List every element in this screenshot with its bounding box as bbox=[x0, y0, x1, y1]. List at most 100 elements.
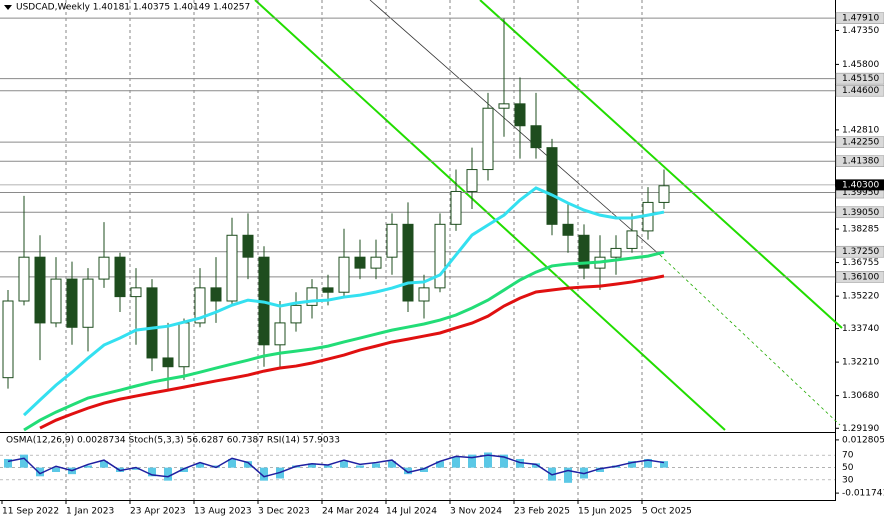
x-tick-label: 3 Dec 2023 bbox=[258, 507, 310, 517]
indicator-tick-label: 0.012805 bbox=[842, 435, 884, 445]
candle-body bbox=[434, 223, 446, 289]
level-label: 1.45150 bbox=[842, 74, 879, 84]
candle-body bbox=[242, 234, 254, 258]
osma-bar bbox=[340, 461, 348, 468]
level-label: 1.37250 bbox=[842, 247, 879, 257]
candle-body bbox=[146, 287, 158, 359]
level-label-box bbox=[835, 72, 884, 85]
x-tick-label: 23 Apr 2023 bbox=[130, 507, 186, 517]
osma-bar bbox=[388, 461, 396, 468]
x-tick-label: 15 Jun 2025 bbox=[578, 507, 632, 517]
candle-body bbox=[418, 287, 430, 302]
candle-body bbox=[578, 234, 590, 269]
y-tick-label: 1.32210 bbox=[842, 358, 879, 368]
candle-body bbox=[194, 287, 206, 324]
level-label: 1.39050 bbox=[842, 208, 879, 218]
candle-body bbox=[98, 256, 110, 280]
indicator-tick-label: -0.011741 bbox=[842, 489, 884, 499]
candle-body bbox=[114, 256, 126, 298]
moving-average bbox=[23, 250, 665, 432]
osma-bar bbox=[484, 452, 492, 468]
price-label: 1.40300 bbox=[842, 180, 879, 190]
osma-bar bbox=[308, 463, 316, 468]
osma-bar bbox=[196, 463, 204, 468]
osma-bar bbox=[260, 467, 268, 481]
x-tick-label: 3 Nov 2024 bbox=[450, 507, 502, 517]
level-label-box bbox=[835, 155, 884, 167]
x-tick-label: 14 Jul 2024 bbox=[386, 507, 437, 517]
candle-body bbox=[482, 107, 494, 171]
candle-body bbox=[514, 103, 526, 127]
level-label-box bbox=[835, 271, 884, 283]
osma-bar bbox=[660, 461, 668, 468]
level-label-box bbox=[835, 245, 884, 258]
x-tick-label: 1 Jan 2023 bbox=[66, 507, 114, 517]
osma-bar bbox=[644, 458, 652, 468]
candle-body bbox=[178, 322, 190, 368]
chart-title: USDCAD,Weekly 1.40181 1.40375 1.40149 1.… bbox=[16, 3, 250, 13]
trend-channel bbox=[254, 0, 726, 431]
osma-bar bbox=[596, 467, 604, 472]
y-tick-label: 1.36755 bbox=[842, 258, 879, 268]
menu-icon[interactable] bbox=[4, 5, 12, 10]
osma-bar bbox=[404, 467, 412, 475]
level-label-box bbox=[835, 84, 884, 97]
candle-body bbox=[210, 287, 222, 302]
candle-body bbox=[274, 322, 286, 346]
trend-line bbox=[659, 254, 841, 426]
osma-bar bbox=[244, 461, 252, 468]
level-label: 1.47910 bbox=[842, 14, 879, 24]
indicator-level-label: 70 bbox=[842, 451, 854, 461]
candle-body bbox=[498, 103, 510, 109]
candle-body bbox=[50, 278, 62, 324]
y-tick-label: 1.30680 bbox=[842, 391, 879, 401]
osma-bar bbox=[500, 454, 508, 468]
y-tick-label: 1.29190 bbox=[842, 424, 879, 434]
candle-body bbox=[386, 223, 398, 258]
osma-bar bbox=[52, 467, 60, 472]
osma-bar bbox=[356, 465, 364, 468]
level-label: 1.39950 bbox=[842, 188, 879, 198]
level-label-box bbox=[835, 206, 884, 219]
osma-bar bbox=[228, 458, 236, 468]
y-tick-label: 1.42810 bbox=[842, 125, 879, 135]
indicator-level-label: 50 bbox=[842, 463, 854, 473]
osma-bar bbox=[564, 467, 572, 483]
osma-bar bbox=[164, 467, 172, 481]
trend-channel bbox=[479, 0, 843, 329]
x-tick-label: 24 Mar 2024 bbox=[322, 507, 379, 517]
y-tick-label: 1.33740 bbox=[842, 324, 879, 334]
x-tick-label: 11 Sep 2022 bbox=[2, 507, 59, 517]
level-label-box bbox=[835, 12, 884, 24]
y-tick-label: 1.35220 bbox=[842, 292, 879, 302]
osma-bar bbox=[84, 465, 92, 468]
candle-body bbox=[130, 287, 142, 298]
candle-body bbox=[354, 256, 366, 269]
candle-body bbox=[2, 300, 14, 379]
osma-bar bbox=[420, 467, 428, 472]
osma-bar bbox=[468, 454, 476, 468]
candle-body bbox=[306, 287, 318, 306]
y-tick-label: 1.45800 bbox=[842, 60, 879, 70]
osma-bar bbox=[132, 467, 140, 470]
level-label: 1.44600 bbox=[842, 86, 879, 96]
osma-bar bbox=[516, 458, 524, 468]
osma-bar bbox=[372, 463, 380, 468]
y-tick-label: 1.38285 bbox=[842, 225, 879, 235]
osma-bar bbox=[628, 461, 636, 468]
osma-bar bbox=[100, 461, 108, 468]
indicator-level-label: 30 bbox=[842, 475, 854, 485]
x-tick-label: 23 Feb 2025 bbox=[514, 507, 570, 517]
candle-body bbox=[450, 190, 462, 225]
x-tick-label: 5 Oct 2025 bbox=[642, 507, 692, 517]
level-label: 1.36100 bbox=[842, 272, 879, 282]
candle-body bbox=[610, 247, 622, 258]
candle-body bbox=[370, 256, 382, 269]
osma-bar bbox=[20, 454, 28, 468]
osma-bar bbox=[4, 458, 12, 468]
x-tick-label: 13 Aug 2023 bbox=[194, 507, 252, 517]
y-tick-label: 1.47350 bbox=[842, 26, 879, 36]
candle-body bbox=[530, 125, 542, 149]
candle-body bbox=[66, 278, 78, 328]
candle-body bbox=[562, 223, 574, 236]
